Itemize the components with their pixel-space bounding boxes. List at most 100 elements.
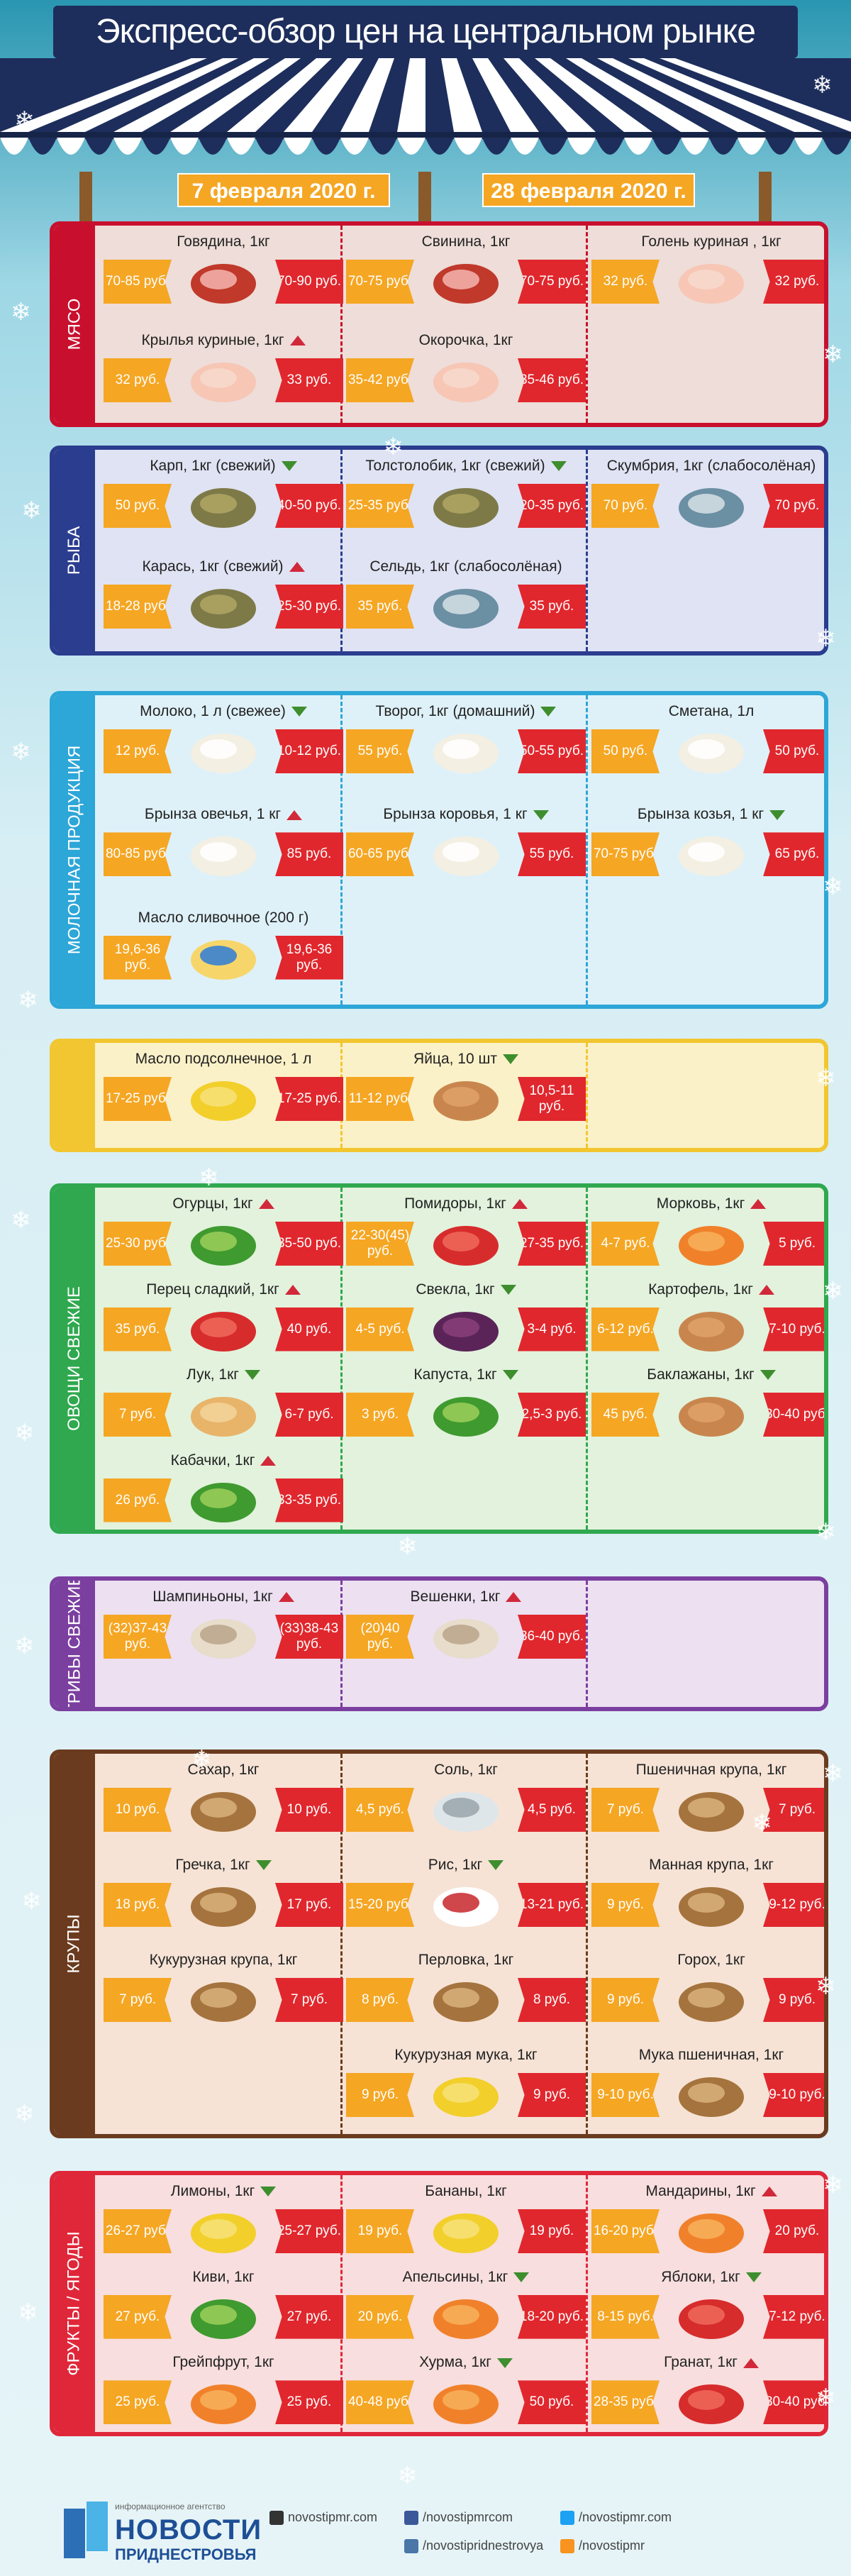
- price-new: 27-35 руб.: [518, 1222, 586, 1266]
- tangerine-icon: [671, 2202, 752, 2259]
- price-item: Рис, 1кг 15-20 руб. 13-21 руб.: [346, 1854, 586, 1950]
- snowflake-icon: ❄: [21, 497, 42, 525]
- snowflake-icon: ❄: [191, 1745, 212, 1774]
- item-name-text: Пшеничная крупа, 1кг: [635, 1762, 787, 1778]
- grapefruit-icon: [183, 2373, 264, 2430]
- item-name-text: Окорочка, 1кг: [418, 332, 513, 348]
- price-item: Картофель, 1кг 6-12 руб. 7-10 руб.: [591, 1279, 824, 1365]
- potato-icon: [671, 1300, 752, 1357]
- item-name-text: Кукурузная крупа, 1кг: [149, 1952, 298, 1968]
- item-name-text: Толстолобик, 1кг (свежий): [365, 458, 545, 474]
- section-label: ОВОЩИ СВЕЖИЕ: [65, 1286, 84, 1431]
- item-name: Гречка, 1кг: [104, 1857, 343, 1873]
- price-old: 19 руб.: [346, 2209, 414, 2253]
- column-divider: [586, 226, 588, 423]
- price-item: Свинина, 1кг 70-75 руб. 70-75 руб.: [346, 231, 586, 330]
- price-item: Сахар, 1кг 10 руб. 10 руб.: [104, 1759, 343, 1854]
- section-sidebar: ФРУКТЫ / ЯГОДЫ: [54, 2175, 95, 2432]
- snowflake-icon: ❄: [11, 298, 31, 326]
- section-label: ФРУКТЫ / ЯГОДЫ: [65, 2231, 84, 2376]
- item-name: Сметана, 1л: [591, 704, 824, 719]
- trend-down-icon: [244, 1370, 260, 1381]
- price-new: 50 руб.: [518, 2380, 586, 2425]
- price-old: 60-65 руб.: [346, 832, 414, 877]
- price-old: 50 руб.: [104, 484, 172, 528]
- price-new: 25-27 руб.: [275, 2209, 343, 2253]
- price-old: 70 руб.: [591, 484, 660, 528]
- snowflake-icon: ❄: [823, 1277, 843, 1305]
- item-name-text: Грейпфрут, 1кг: [172, 2354, 274, 2371]
- odnoklassniki-link[interactable]: /novostipmr: [560, 2538, 645, 2553]
- facebook-link[interactable]: /novostipmrcom: [404, 2510, 513, 2525]
- section-dairy: МОЛОЧНАЯ ПРОДУКЦИЯ Молоко, 1 л (свежее) 12…: [50, 691, 828, 1009]
- price-new: 7 руб.: [275, 1978, 343, 2022]
- price-item: Огурцы, 1кг 25-30 руб. 35-50 руб.: [104, 1193, 343, 1279]
- price-item: Брынза коровья, 1 кг 60-65 руб. 55 руб.: [346, 804, 586, 907]
- snowflake-icon: ❄: [816, 624, 836, 653]
- snowflake-icon: ❄: [14, 2100, 35, 2128]
- chicken-wing-icon: [183, 351, 264, 408]
- item-name: Перец сладкий, 1кг: [104, 1281, 343, 1298]
- price-item: Горох, 1кг 9 руб. 9 руб.: [591, 1950, 824, 2045]
- price-new: 35-50 руб.: [275, 1222, 343, 1266]
- snowflake-icon: ❄: [14, 1419, 35, 1447]
- section-oil: Масло подсолнечное, 1 л 17-25 руб. 17-25 р…: [50, 1039, 828, 1152]
- column-divider: [586, 2175, 588, 2432]
- item-name: Кукурузная крупа, 1кг: [104, 1952, 343, 1968]
- price-old: 8 руб.: [346, 1978, 414, 2022]
- trend-down-icon: [255, 1860, 272, 1871]
- goat-cheese-icon: [671, 825, 752, 882]
- trend-down-icon: [550, 461, 567, 472]
- item-name-text: Брынза овечья, 1 кг: [144, 806, 282, 823]
- item-name: Кукурузная мука, 1кг: [346, 2047, 586, 2063]
- price-old: 18-28 руб.: [104, 585, 172, 629]
- item-name: Вешенки, 1кг: [346, 1589, 586, 1605]
- price-new: 40 руб.: [275, 1307, 343, 1351]
- item-name: Яйца, 10 шт: [346, 1051, 586, 1067]
- vk-link[interactable]: /novostipridnestrovya: [404, 2538, 543, 2553]
- sheep-cheese-icon: [183, 825, 264, 882]
- price-old: 9 руб.: [346, 2073, 414, 2117]
- logo-subtitle: ПРИДНЕСТРОВЬЯ: [115, 2545, 257, 2563]
- column-divider: [340, 1754, 343, 2134]
- snowflake-icon: ❄: [823, 1759, 843, 1788]
- item-name-text: Гранат, 1кг: [664, 2354, 738, 2371]
- lemon-icon: [183, 2202, 264, 2259]
- item-name: Шампиньоны, 1кг: [104, 1589, 343, 1605]
- price-item: Перловка, 1кг 8 руб. 8 руб.: [346, 1950, 586, 2045]
- column-divider: [586, 1754, 588, 2134]
- price-item: Сельдь, 1кг (слабосолёная) 35 руб. 35 руб.: [346, 556, 586, 651]
- pork-icon: [425, 253, 506, 309]
- trend-up-icon: [289, 336, 306, 346]
- price-old: 70-85 руб.: [104, 260, 172, 304]
- item-name: Помидоры, 1кг: [346, 1196, 586, 1212]
- snowflake-icon: ❄: [823, 2171, 843, 2199]
- price-item: Морковь, 1кг 4-7 руб. 5 руб.: [591, 1193, 824, 1279]
- item-name: Баклажаны, 1кг: [591, 1367, 824, 1383]
- price-new: 20 руб.: [763, 2209, 824, 2253]
- section-veg: ОВОЩИ СВЕЖИЕ Огурцы, 1кг 25-30 руб. 35-50 р…: [50, 1183, 828, 1534]
- odnoklassniki-icon: [560, 2538, 574, 2553]
- item-name: Брынза козья, 1 кг: [591, 807, 824, 822]
- price-old: 4-5 руб.: [346, 1307, 414, 1351]
- price-new: 20-35 руб.: [518, 484, 586, 528]
- rice-icon: [425, 1876, 506, 1933]
- price-new: 55 руб.: [518, 832, 586, 877]
- twitter-link[interactable]: /novostipmr.com: [560, 2510, 672, 2525]
- price-old: 4-7 руб.: [591, 1222, 660, 1266]
- milk-icon: [183, 722, 264, 779]
- price-old: 35 руб.: [104, 1307, 172, 1351]
- price-old: 26 руб.: [104, 1478, 172, 1522]
- persimmon-icon: [425, 2373, 506, 2430]
- price-new: 6-7 руб.: [275, 1393, 343, 1437]
- price-old: 7 руб.: [104, 1393, 172, 1437]
- item-name: Творог, 1кг (домашний): [346, 704, 586, 719]
- apple-icon: [671, 2288, 752, 2345]
- item-name: Масло сливочное (200 г): [104, 910, 343, 926]
- cottage-cheese-icon: [425, 722, 506, 779]
- orange-icon: [425, 2288, 506, 2345]
- item-name: Скумбрия, 1кг (слабосолёная): [591, 458, 824, 474]
- snowflake-icon: ❄: [816, 1972, 836, 2001]
- price-new: 33 руб.: [275, 358, 343, 402]
- site-link[interactable]: novostipmr.com: [269, 2510, 377, 2525]
